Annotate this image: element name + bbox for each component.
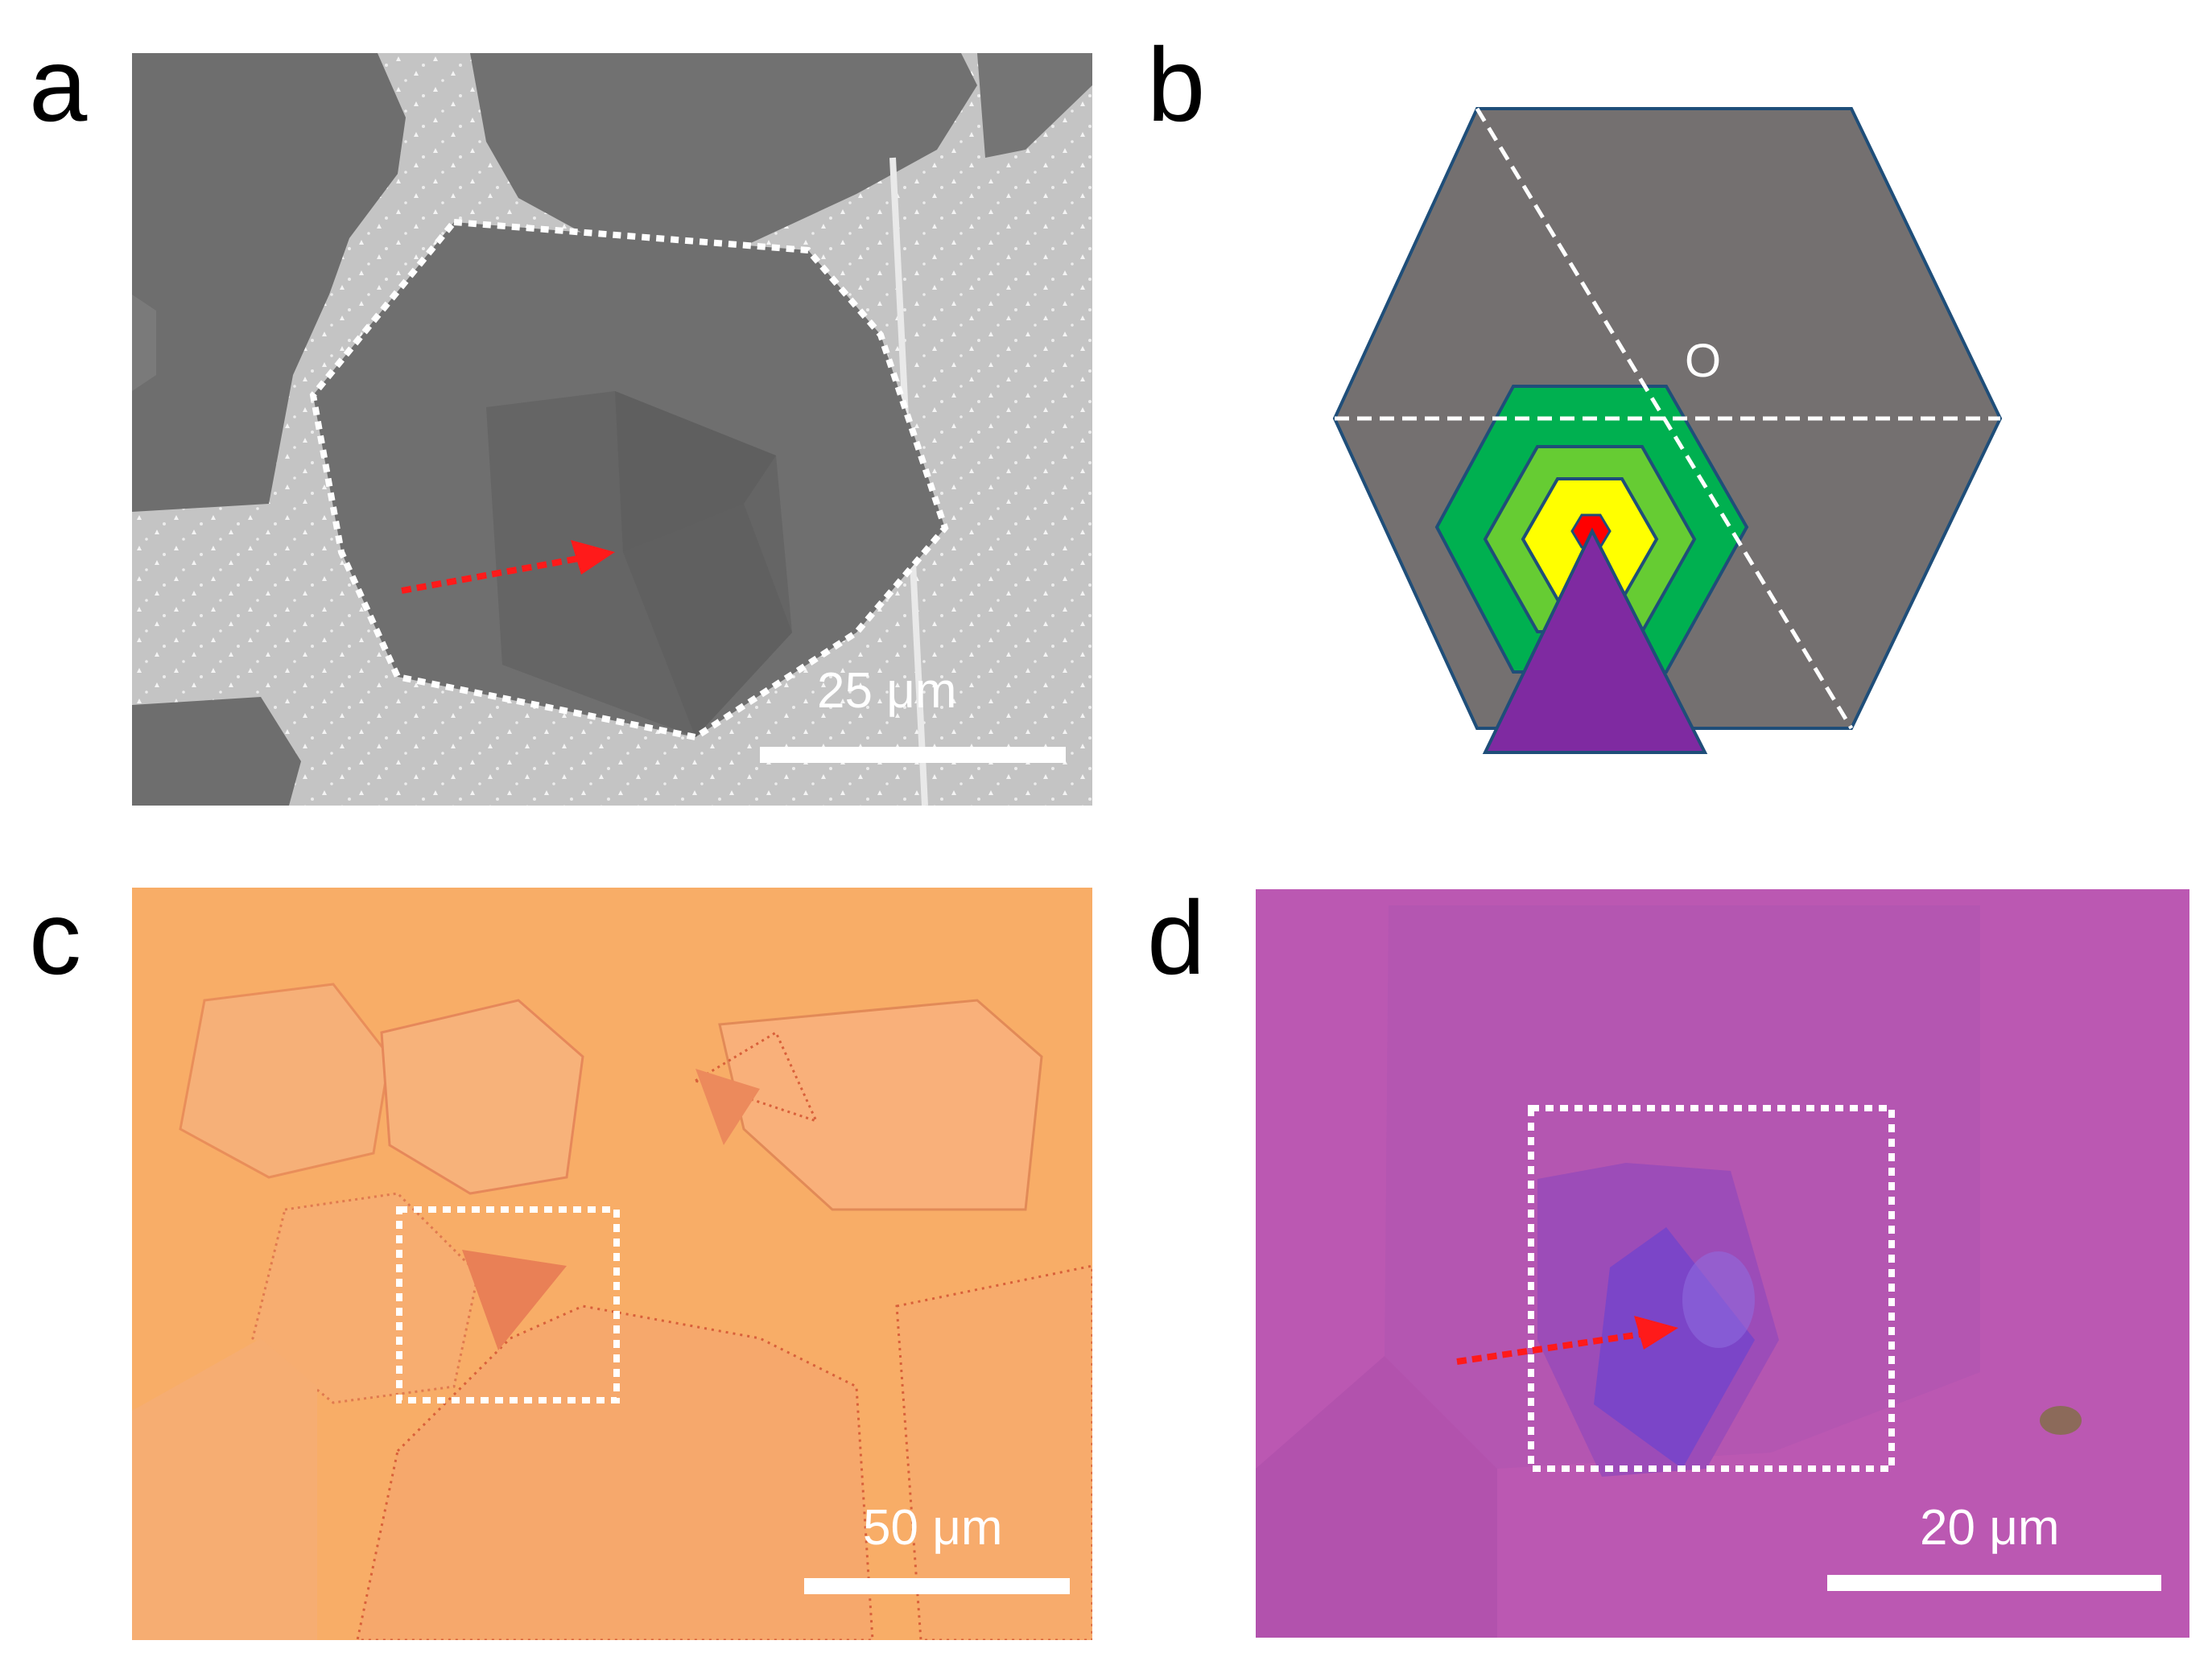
scale-label-a: 25 μm bbox=[817, 663, 957, 719]
grain bbox=[132, 1338, 317, 1640]
grain bbox=[251, 1192, 480, 1404]
flake-outline bbox=[309, 218, 949, 741]
panel-label-b: b bbox=[1147, 26, 1206, 143]
neighbor-flake bbox=[132, 697, 301, 806]
boxed-triangle bbox=[462, 1250, 567, 1350]
debris-particle bbox=[2040, 1406, 2082, 1435]
neighbor-flake bbox=[132, 295, 156, 391]
panel-label-a: a bbox=[29, 26, 88, 143]
grain-boundary bbox=[356, 1304, 874, 1640]
scale-label-c: 50 μm bbox=[863, 1500, 1003, 1556]
dashed-box-c bbox=[396, 1206, 620, 1403]
optical-image-purple-panel bbox=[1256, 889, 2189, 1638]
optical-image-purple bbox=[1256, 889, 2189, 1638]
blue-triangle bbox=[1594, 1227, 1755, 1469]
neighbor-flake bbox=[977, 53, 1092, 158]
red-arrow-head bbox=[571, 540, 615, 575]
small-triangle-outline bbox=[692, 1030, 819, 1123]
sem-image bbox=[132, 53, 1092, 806]
purple-triangle bbox=[1482, 527, 1708, 754]
center-label-o: O bbox=[1685, 335, 1722, 387]
inner-facet bbox=[615, 391, 776, 552]
grain bbox=[718, 999, 1043, 1211]
grain bbox=[179, 983, 391, 1179]
neighbor-flake bbox=[132, 53, 406, 512]
dashed-box-d bbox=[1528, 1105, 1895, 1472]
panel-label-c: c bbox=[29, 879, 81, 996]
growth-schematic bbox=[1332, 107, 2003, 754]
scale-bar-a bbox=[760, 747, 1066, 763]
red-arrow-line bbox=[1456, 1330, 1647, 1365]
sem-image-panel bbox=[132, 53, 1092, 806]
flake-region bbox=[1256, 1356, 1497, 1638]
inner-facet bbox=[623, 504, 792, 737]
grain bbox=[380, 999, 584, 1195]
neighbor-flake bbox=[470, 53, 977, 246]
scale-bar-c bbox=[804, 1578, 1070, 1594]
schematic-panel bbox=[1320, 101, 2012, 769]
small-triangle bbox=[695, 1069, 760, 1145]
scale-bar-d bbox=[1827, 1575, 2161, 1591]
optical-image-orange-panel bbox=[132, 888, 1092, 1640]
panel-label-d: d bbox=[1147, 879, 1206, 996]
diagonal-axis-line bbox=[1475, 107, 1854, 730]
grain-boundary bbox=[895, 1264, 1092, 1640]
optical-image-orange bbox=[132, 888, 1092, 1640]
scale-label-d: 20 μm bbox=[1920, 1500, 2060, 1556]
red-arrow-head bbox=[1634, 1316, 1678, 1350]
blue-center bbox=[1682, 1251, 1755, 1348]
